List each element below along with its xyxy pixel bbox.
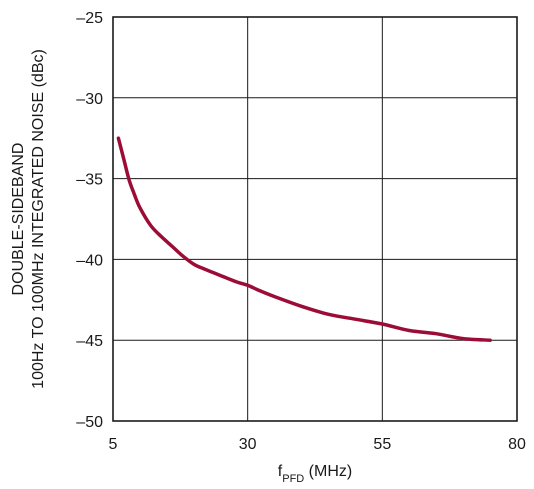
x-axis-title-sub: PFD (282, 473, 304, 485)
y-tick-label: –50 (76, 414, 103, 431)
y-tick-label: –35 (76, 172, 103, 189)
series-layer (116, 136, 492, 342)
x-tick-label: 80 (508, 436, 526, 453)
y-tick-label: –45 (76, 333, 103, 350)
grid (113, 17, 517, 421)
x-tick-label: 55 (373, 436, 391, 453)
x-tick-label: 30 (239, 436, 257, 453)
x-tick-labels: 5 30 55 80 (109, 436, 526, 453)
x-axis-title: fPFD (MHz) (278, 463, 352, 485)
y-tick-labels: –25 –30 –35 –40 –45 –50 (76, 10, 103, 431)
y-tick-label: –30 (76, 91, 103, 108)
x-axis-title-main: f (278, 463, 283, 480)
y-tick-label: –40 (76, 252, 103, 269)
series-line (116, 136, 492, 342)
x-tick-label: 5 (109, 436, 118, 453)
plot-frame (112, 16, 518, 422)
y-axis-title-line2: 100Hz TO 100MHz INTEGRATED NOISE (dBc) (30, 49, 47, 389)
y-axis-title-line1: DOUBLE-SIDEBAND (10, 143, 27, 296)
x-axis-title-unit: (MHz) (304, 463, 352, 480)
y-tick-label: –25 (76, 10, 103, 27)
